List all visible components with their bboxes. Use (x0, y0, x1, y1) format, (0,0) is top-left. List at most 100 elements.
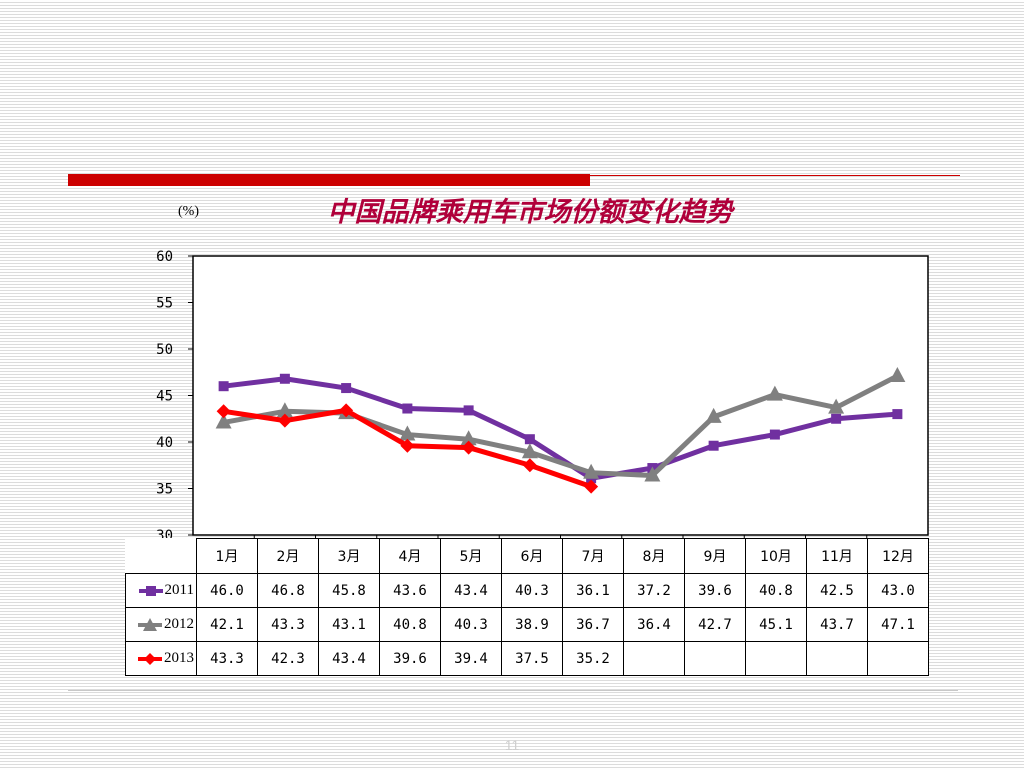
data-point-2012 (460, 430, 477, 446)
x-tick-label: 1月 (196, 538, 258, 574)
data-point-2012 (889, 366, 906, 382)
y-axis-unit-label: (%) (178, 204, 199, 219)
x-tick-label: 2月 (257, 538, 319, 574)
page-number: 11 (504, 737, 520, 753)
y-tick-label: 35 (156, 482, 173, 498)
data-label: 42.7 (684, 607, 746, 642)
legend-key-diamond (138, 652, 162, 665)
x-tick-label: 6月 (501, 538, 563, 574)
data-label: 43.1 (318, 607, 380, 642)
data-point-2011 (708, 440, 719, 451)
legend-key-triangle (138, 617, 162, 631)
data-label: 47.1 (867, 607, 929, 642)
data-point-2012 (644, 466, 661, 482)
plot-area (192, 255, 929, 536)
data-point-2011 (831, 413, 842, 424)
data-point-2011 (524, 434, 535, 445)
y-tick-label: 45 (156, 389, 173, 405)
data-point-2012 (399, 425, 416, 441)
legend-entry: 2012 (125, 607, 197, 642)
legend-label: 2013 (164, 650, 194, 666)
series-line-2011 (221, 376, 900, 481)
data-label (867, 641, 929, 676)
x-tick-label: 12月 (867, 538, 929, 574)
data-point-2012 (766, 385, 783, 401)
data-label: 40.8 (745, 573, 807, 608)
data-point-2013 (339, 403, 354, 418)
data-label: 36.1 (562, 573, 624, 608)
x-tick-label: 3月 (318, 538, 380, 574)
data-point-2012 (828, 398, 845, 414)
footer-divider (68, 690, 958, 691)
data-point-2011 (463, 405, 474, 416)
table-header-row: 1月 2月 3月 4月 5月 6月 7月 8月 9月 10月 11月 12月 (126, 538, 929, 574)
data-point-2011 (769, 429, 780, 440)
x-tick-label: 5月 (440, 538, 502, 574)
table-corner (126, 539, 197, 574)
y-tick-label: 50 (156, 342, 173, 358)
data-point-2011 (402, 403, 413, 414)
legend-label: 2011 (164, 582, 194, 598)
data-label: 43.3 (257, 607, 319, 642)
legend-key-square (138, 585, 163, 596)
data-point-2011 (218, 381, 229, 392)
data-label: 45.8 (318, 573, 380, 608)
x-tick-label: 11月 (806, 538, 868, 574)
legend-entry: 2011 (125, 573, 197, 608)
legend-label: 2012 (164, 616, 194, 632)
data-point-2013 (522, 458, 537, 473)
legend-entry: 2013 (125, 641, 197, 676)
data-label: 40.3 (501, 573, 563, 608)
data-point-2013 (461, 440, 476, 455)
data-label: 37.5 (501, 641, 563, 676)
data-point-2011 (341, 383, 352, 394)
x-tick-label: 10月 (745, 538, 807, 574)
data-point-2011 (892, 409, 903, 420)
data-label (623, 641, 685, 676)
data-point-2013 (400, 438, 415, 453)
title-accent-line (590, 175, 960, 176)
data-label (684, 641, 746, 676)
data-label: 43.4 (440, 573, 502, 608)
data-point-2013 (584, 479, 599, 494)
data-label: 36.4 (623, 607, 685, 642)
data-label: 36.7 (562, 607, 624, 642)
table-row: 2011 46.0 46.8 45.8 43.6 43.4 40.3 36.1 37.2 39.6… (125, 573, 929, 608)
data-label: 42.3 (257, 641, 319, 676)
data-label: 35.2 (562, 641, 624, 676)
y-tick-label: 60 (156, 249, 173, 265)
data-label: 46.8 (257, 573, 319, 608)
data-point-2012 (215, 413, 232, 429)
data-label: 39.6 (379, 641, 441, 676)
x-tick-label: 7月 (562, 538, 624, 574)
data-label: 43.4 (318, 641, 380, 676)
data-point-2013 (216, 404, 231, 419)
title-accent-bar (68, 174, 590, 186)
data-label: 46.0 (196, 573, 258, 608)
x-tick-label: 9月 (684, 538, 746, 574)
data-point-2012 (521, 443, 538, 459)
y-tick-label: 55 (156, 296, 173, 312)
y-tick-label: 40 (156, 435, 173, 451)
data-label: 43.3 (196, 641, 258, 676)
data-point-2013 (277, 413, 292, 428)
data-label: 42.1 (196, 607, 258, 642)
data-label (806, 641, 868, 676)
data-label: 37.2 (623, 573, 685, 608)
data-label: 39.6 (684, 573, 746, 608)
data-label: 45.1 (745, 607, 807, 642)
data-point-2011 (279, 373, 290, 384)
data-label: 39.4 (440, 641, 502, 676)
data-label: 43.6 (379, 573, 441, 608)
data-label (745, 641, 807, 676)
x-tick-label: 8月 (623, 538, 685, 574)
x-tick-label: 4月 (379, 538, 441, 574)
table-row: 2012 42.1 43.3 43.1 40.8 40.3 38.9 36.7 36.4 42.7… (125, 607, 929, 642)
data-label: 40.3 (440, 607, 502, 642)
data-label: 42.5 (806, 573, 868, 608)
data-label: 43.0 (867, 573, 929, 608)
data-point-2012 (276, 402, 293, 418)
data-label: 43.7 (806, 607, 868, 642)
data-label: 38.9 (501, 607, 563, 642)
